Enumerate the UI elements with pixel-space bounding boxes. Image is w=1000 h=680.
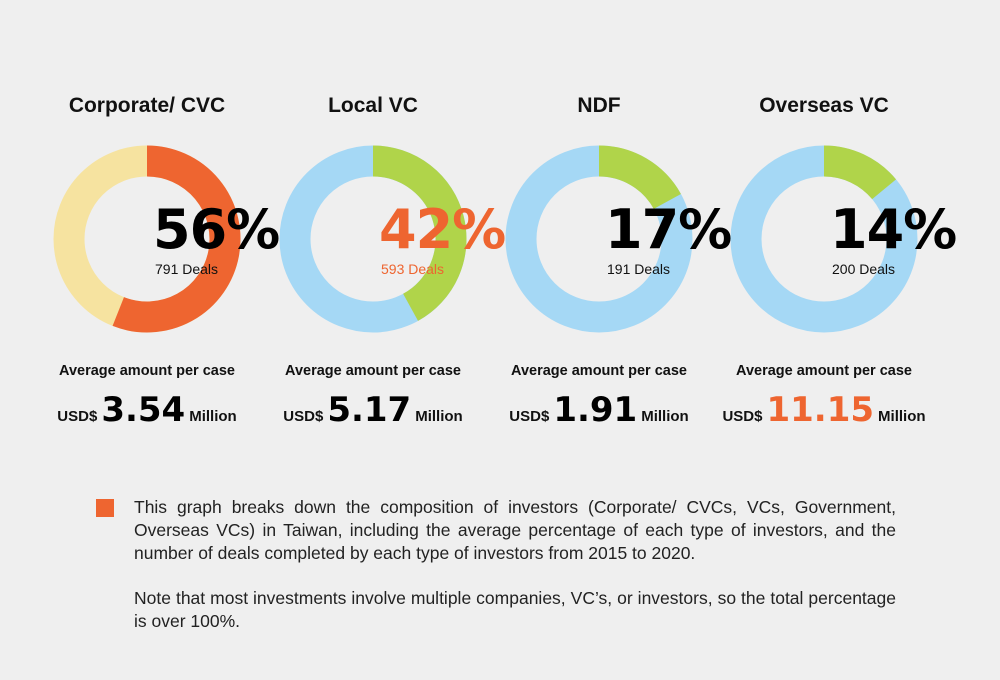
chart-card: Corporate/ CVC 56% 791 Deals Average amo… bbox=[34, 0, 280, 440]
chart-title: Local VC bbox=[328, 94, 418, 117]
donut-value-slice bbox=[372, 145, 467, 321]
chart-title: Overseas VC bbox=[759, 94, 889, 117]
amount-unit: Million bbox=[878, 408, 926, 425]
note: This graph breaks down the composition o… bbox=[134, 496, 896, 655]
amount-value: 1.91 bbox=[553, 390, 638, 430]
amount-line: USD$ 11.15 Million bbox=[711, 390, 937, 430]
percent-label: 17% bbox=[605, 198, 732, 261]
deals-label: 791 Deals bbox=[155, 261, 219, 277]
donut bbox=[53, 145, 241, 333]
avg-label: Average amount per case bbox=[59, 363, 235, 379]
donut bbox=[730, 145, 918, 333]
avg-label: Average amount per case bbox=[285, 363, 461, 379]
percent-label: 42% bbox=[379, 198, 506, 261]
donut-value-slice bbox=[823, 145, 897, 200]
deals-label: 200 Deals bbox=[832, 261, 896, 277]
currency: USD$ bbox=[722, 408, 763, 425]
chart-card: Local VC 42% 593 Deals Average amount pe… bbox=[260, 0, 506, 440]
currency: USD$ bbox=[509, 408, 550, 425]
amount-line: USD$ 1.91 Million bbox=[486, 390, 712, 430]
note-paragraph-1: This graph breaks down the composition o… bbox=[134, 497, 896, 563]
amount-value: 3.54 bbox=[101, 390, 186, 430]
chart-card: Overseas VC 14% 200 Deals Average amount… bbox=[711, 0, 957, 440]
currency: USD$ bbox=[283, 408, 324, 425]
amount-value: 11.15 bbox=[766, 390, 875, 430]
note-marker bbox=[96, 499, 114, 517]
avg-label: Average amount per case bbox=[511, 363, 687, 379]
amount-unit: Million bbox=[189, 408, 237, 425]
amount-unit: Million bbox=[641, 408, 689, 425]
chart-title: NDF bbox=[577, 94, 621, 117]
donut-value-slice bbox=[598, 145, 681, 210]
donut bbox=[505, 145, 693, 333]
amount-value: 5.17 bbox=[327, 390, 412, 430]
amount-line: USD$ 3.54 Million bbox=[34, 390, 260, 430]
deals-label: 191 Deals bbox=[607, 261, 671, 277]
percent-label: 56% bbox=[153, 198, 280, 261]
percent-label: 14% bbox=[830, 198, 957, 261]
chart-card: NDF 17% 191 Deals Average amount per cas… bbox=[486, 0, 732, 440]
donut-value-slice bbox=[112, 145, 241, 333]
amount-line: USD$ 5.17 Million bbox=[260, 390, 486, 430]
avg-label: Average amount per case bbox=[736, 363, 912, 379]
amount-unit: Million bbox=[415, 408, 463, 425]
donut bbox=[279, 145, 467, 333]
currency: USD$ bbox=[57, 408, 98, 425]
deals-label: 593 Deals bbox=[381, 261, 445, 277]
note-paragraph-2: Note that most investments involve multi… bbox=[134, 588, 896, 631]
chart-title: Corporate/ CVC bbox=[68, 94, 226, 117]
